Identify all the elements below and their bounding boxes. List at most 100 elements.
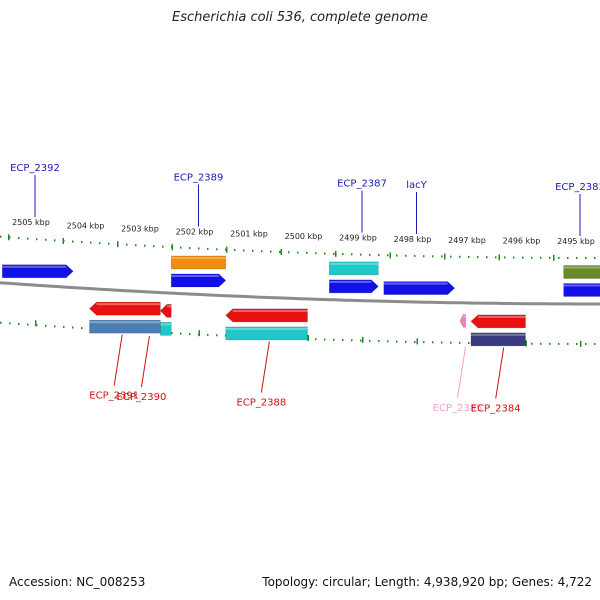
accession-label: Accession: xyxy=(9,575,73,589)
gene-label: ECP_2383 xyxy=(555,182,600,193)
minor-tick xyxy=(441,255,443,258)
ruler-tick-label: 2499 kbp xyxy=(339,234,377,243)
minor-tick xyxy=(54,325,56,328)
minor-tick xyxy=(9,322,11,325)
gene-label-leader xyxy=(495,347,505,399)
gene-highlight xyxy=(232,309,308,312)
minor-tick xyxy=(324,252,326,255)
gene-highlight xyxy=(471,333,526,336)
minor-tick xyxy=(405,254,407,257)
gene-label: ECP_2392 xyxy=(10,163,60,174)
gene-label-leader xyxy=(260,341,270,393)
major-tick xyxy=(62,237,64,244)
ruler-tick-label: 2495 kbp xyxy=(557,237,595,246)
minor-tick xyxy=(360,339,362,342)
gene-arrow xyxy=(470,314,526,329)
minor-tick xyxy=(18,236,20,239)
minor-tick xyxy=(225,248,227,251)
ruler-ticks-top xyxy=(0,234,596,261)
minor-tick xyxy=(387,340,389,343)
minor-tick xyxy=(261,250,263,253)
gene-arrow xyxy=(1,264,74,279)
major-tick xyxy=(389,252,391,259)
minor-tick xyxy=(315,338,317,341)
topology-value: circular xyxy=(322,575,367,589)
minor-tick xyxy=(36,238,38,241)
minor-tick xyxy=(333,338,335,341)
minor-tick xyxy=(27,237,29,240)
minor-tick xyxy=(396,254,398,257)
ruler-tick-label: 2505 kbp xyxy=(12,218,50,227)
major-tick xyxy=(416,338,418,345)
minor-tick xyxy=(360,253,362,256)
gene-label: lacY xyxy=(406,180,427,191)
minor-tick xyxy=(72,326,74,329)
minor-tick xyxy=(315,252,317,255)
minor-tick xyxy=(162,245,164,248)
minor-tick xyxy=(378,254,380,257)
minor-tick xyxy=(216,334,218,337)
gene-label-leader xyxy=(140,335,150,388)
gene-feature-box xyxy=(225,326,308,341)
genome-title: Escherichia coli 536, complete genome xyxy=(172,10,428,25)
minor-tick xyxy=(0,235,2,238)
minor-tick xyxy=(468,341,470,344)
major-tick xyxy=(280,248,282,255)
minor-tick xyxy=(450,255,452,258)
minor-tick xyxy=(540,342,542,345)
major-tick xyxy=(580,340,582,347)
minor-tick xyxy=(189,247,191,250)
minor-tick xyxy=(81,327,83,330)
gene-feature-box xyxy=(170,255,227,270)
gene-label: ECP_2389 xyxy=(174,172,224,183)
minor-tick xyxy=(504,256,506,259)
minor-tick xyxy=(45,324,47,327)
minor-tick xyxy=(207,247,209,250)
minor-tick xyxy=(45,238,47,241)
minor-tick xyxy=(9,236,11,239)
minor-tick xyxy=(531,256,533,259)
minor-tick xyxy=(369,339,371,342)
genome-stats: Topology: circular; Length: 4,938,920 bp… xyxy=(262,575,592,589)
ruler-tick-label: 2502 kbp xyxy=(176,227,214,236)
gene-label: ECP_2390 xyxy=(117,392,167,403)
gene-arrow xyxy=(328,279,379,294)
minor-tick xyxy=(0,321,2,324)
minor-tick xyxy=(378,340,380,343)
gene-arrow xyxy=(159,304,172,318)
minor-tick xyxy=(441,341,443,344)
minor-tick xyxy=(270,250,272,253)
minor-tick xyxy=(18,322,20,325)
major-tick xyxy=(198,330,200,337)
gene-label-leader xyxy=(113,334,123,386)
minor-tick xyxy=(459,341,461,344)
minor-tick xyxy=(522,256,524,259)
gene-arrow xyxy=(225,308,308,323)
minor-tick xyxy=(549,342,551,345)
minor-tick xyxy=(369,253,371,256)
minor-tick xyxy=(72,240,74,243)
gene-label: ECP_2384 xyxy=(471,403,521,414)
ruler-tick-label: 2500 kbp xyxy=(285,232,323,241)
gene-label: ECP_2388 xyxy=(236,398,286,409)
major-tick xyxy=(117,241,119,248)
minor-tick xyxy=(99,242,101,245)
minor-tick xyxy=(144,244,146,247)
gene-highlight xyxy=(329,262,379,265)
gene-highlight xyxy=(563,284,600,287)
minor-tick xyxy=(594,256,596,259)
minor-tick xyxy=(342,339,344,342)
ruler-tick-label: 2503 kbp xyxy=(121,224,159,233)
gene-highlight xyxy=(383,282,448,285)
minor-tick xyxy=(234,249,236,252)
minor-tick xyxy=(558,342,560,345)
minor-tick xyxy=(423,341,425,344)
major-tick xyxy=(444,253,446,260)
minor-tick xyxy=(342,253,344,256)
minor-tick xyxy=(180,246,182,249)
major-tick xyxy=(335,250,337,257)
minor-tick xyxy=(63,325,65,328)
minor-tick xyxy=(594,342,596,345)
